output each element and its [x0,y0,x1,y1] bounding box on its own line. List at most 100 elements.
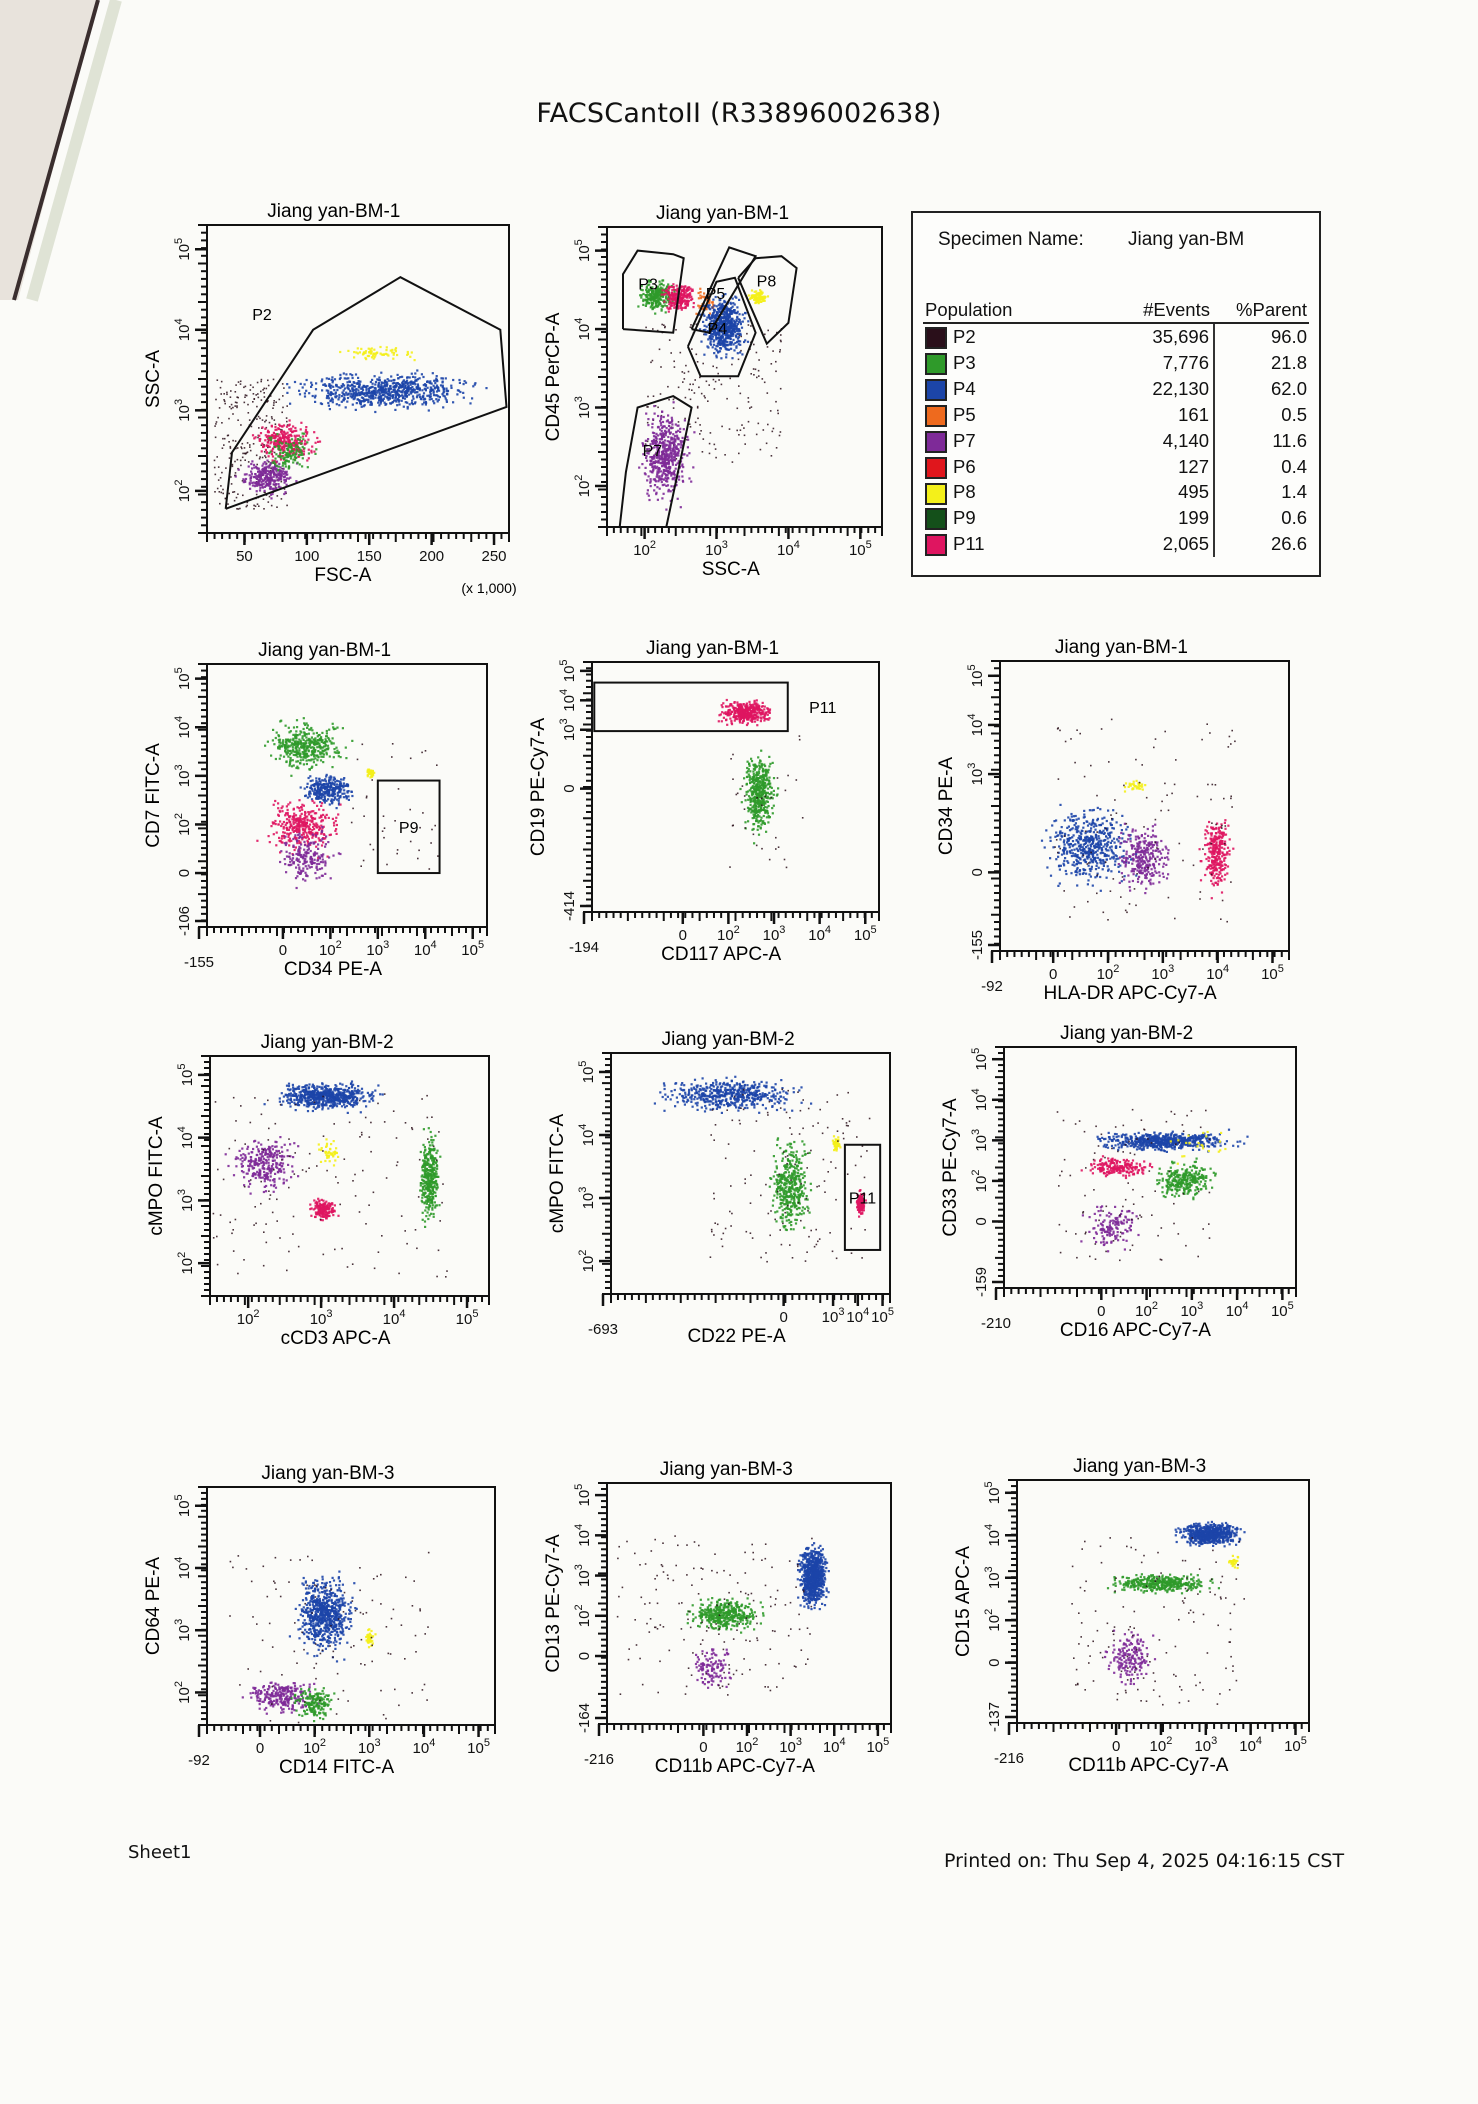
event-dot [384,379,387,382]
event-dot [358,383,361,386]
event-dot [346,396,350,400]
event-dot [391,401,394,404]
event-dot [305,822,308,825]
event-dot [260,390,262,393]
event-dot [741,320,744,323]
event-dot [344,406,347,409]
event-dot [338,396,341,399]
event-dot [398,403,401,406]
event-dot [737,321,740,324]
event-dot [220,380,223,383]
event-dot [307,448,310,451]
gate-P7[interactable]: P7 [618,395,693,528]
event-dot [217,416,219,419]
event-dot [695,353,698,356]
event-dot [239,383,242,385]
event-dot [270,476,273,479]
event-dot [325,835,328,838]
event-dot [315,845,318,848]
event-dot [273,743,276,746]
event-dot [315,740,318,743]
event-dot [739,343,742,346]
event-dot [286,449,289,452]
event-dot [260,399,263,401]
event-dot [718,379,720,381]
event-dot [296,445,300,449]
gate-outline[interactable] [224,276,508,510]
event-dot [317,755,320,758]
event-dot [683,419,686,422]
event-dot [738,334,741,337]
event-dot [351,390,354,393]
event-dot [235,384,237,386]
event-dot [684,417,686,420]
event-dot [295,752,299,755]
tick-label: 100 [294,548,319,565]
event-dot [286,391,289,394]
gate-outline[interactable] [686,276,757,378]
event-dot [260,478,263,481]
event-dot [339,852,342,856]
event-dot [271,470,274,473]
event-dot [294,446,297,449]
event-dot [378,404,381,407]
gate-P8[interactable]: P8 [737,255,798,346]
event-dot [331,782,335,785]
event-dot [310,753,313,757]
event-dot [293,434,296,437]
gate-P4[interactable]: P4 [686,276,757,378]
event-dot [731,334,734,337]
event-dot [679,302,682,305]
tick-label: 104 [173,318,193,341]
event-dot [267,429,270,432]
gate-outline[interactable] [622,249,685,334]
event-dot [255,476,258,479]
event-dot [652,478,655,481]
gate-P3[interactable]: P3 [622,249,685,334]
event-dot [288,840,291,843]
event-dot [274,457,277,460]
event-dot [306,818,309,821]
event-dot [365,358,368,361]
event-dot [665,474,668,477]
event-dot [662,478,665,481]
event-dot [329,740,332,743]
event-dot [263,508,265,510]
population-cloud-P8 [747,289,770,305]
event-dot [691,297,694,300]
event-dot [313,858,316,861]
event-dot [711,306,714,309]
event-dot [660,292,663,295]
event-dot [660,293,663,296]
event-dot [307,438,310,441]
event-dot [333,789,337,792]
event-dot [290,443,293,446]
event-dot [333,748,336,751]
gate-outline[interactable] [690,246,758,334]
gate-outline[interactable] [618,395,693,528]
gate-P5[interactable]: P5 [690,246,758,334]
event-dot [673,456,676,459]
event-dot [770,363,773,365]
event-dot [268,484,271,487]
event-dot [441,384,444,387]
event-dot [217,466,220,468]
event-dot [317,797,320,800]
event-dot [731,363,733,366]
event-dot [249,444,251,446]
event-dot [654,295,657,298]
event-dot [299,440,302,443]
gate-P2[interactable]: P2 [224,276,508,510]
event-dot [411,395,415,398]
event-dot [779,387,782,390]
gate-label: P2 [252,307,272,324]
event-dot [659,422,662,425]
event-dot [380,371,383,374]
event-dot [234,440,237,442]
event-dot [263,392,265,394]
event-dot [305,753,308,756]
event-dot [688,477,691,480]
event-dot [391,348,394,351]
gate-outline[interactable] [737,255,798,346]
event-dot [288,816,291,819]
